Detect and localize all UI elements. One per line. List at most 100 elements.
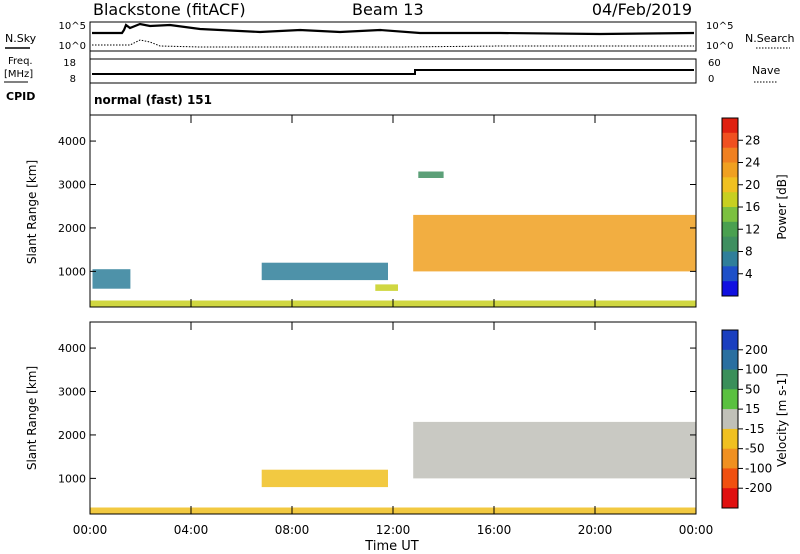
colorbar-cell-7	[722, 468, 738, 489]
x-tick-label-5: 20:00	[578, 523, 613, 537]
colorbar-tick-label-1: 24	[745, 156, 760, 170]
power-colorbar-ticks: 28 24 20 16 12 8 4	[738, 133, 760, 281]
power-panel: 1000 2000 3000 4000 Slant Range [km]	[25, 114, 697, 308]
colorbar-tick-label-4: 12	[745, 222, 760, 236]
colorbar-cell-4	[722, 177, 738, 193]
noise-panel: N.Sky 10^5 10^0 10^5 10^0 N.Search	[5, 21, 795, 115]
nave-tick-high: 60	[708, 58, 721, 69]
colorbar-tick-label-3: 16	[745, 200, 760, 214]
velocity-y-axis: 1000 2000 3000 4000	[58, 342, 696, 485]
colorbar-cell-5	[722, 428, 738, 450]
beam-title: Beam 13	[352, 0, 424, 19]
x-tick-label-0: 00:00	[73, 523, 108, 537]
velocity-colorbar-ticks: 200 100 50 15 -15 -50 -100 -200	[738, 343, 772, 495]
colorbar-cell-6	[722, 448, 738, 469]
colorbar-cell-2	[722, 369, 738, 390]
colorbar-cell-1	[722, 132, 738, 149]
freq-nave-panel: Freq. [MHz] 18 8 60 0 Nave	[4, 56, 780, 85]
x-tick-label-3: 12:00	[376, 523, 411, 537]
nsearch-line	[92, 39, 694, 48]
y-tick-label-0: 1000	[58, 472, 86, 485]
noise-tick-right-low: 10^0	[706, 41, 733, 52]
x-tick-label-6: 00:00	[679, 523, 714, 537]
y-tick-label-0: 1000	[58, 265, 86, 278]
colorbar-tick-label-2: 20	[745, 178, 760, 192]
colorbar-cell-3	[722, 389, 738, 410]
data-region-1	[92, 269, 131, 289]
velocity-colorbar: 200 100 50 15 -15 -50 -100 -200 Velocity [m s-1…	[721, 329, 789, 509]
colorbar-cell-0	[722, 118, 738, 134]
velocity-colorbar-cells	[722, 330, 738, 509]
velocity-ylabel: Slant Range [km]	[25, 366, 39, 470]
nsky-line	[92, 22, 695, 36]
y-tick-label-1: 2000	[58, 222, 86, 235]
noise-tick-left-high: 10^5	[59, 21, 86, 32]
colorbar-cell-4	[722, 409, 738, 430]
colorbar-cell-5	[722, 192, 738, 208]
power-y-axis: 1000 2000 3000 4000	[58, 135, 696, 278]
colorbar-cell-8	[722, 488, 738, 509]
freq-line	[92, 69, 694, 75]
data-region-3	[375, 284, 398, 291]
cpid-value: normal (fast) 151	[94, 93, 212, 107]
power-data-layer	[90, 171, 696, 307]
colorbar-cell-10	[722, 266, 738, 282]
noise-tick-left-low: 10^0	[59, 41, 86, 52]
colorbar-cell-7	[722, 221, 738, 238]
colorbar-tick-label-6: 4	[745, 267, 753, 281]
colorbar-cell-6	[722, 207, 738, 223]
velocity-colorbar-label: Velocity [m s-1]	[775, 373, 789, 467]
colorbar-cell-0	[722, 330, 738, 351]
data-region-5	[418, 171, 444, 178]
colorbar-tick-label-5: 8	[745, 245, 753, 259]
velocity-panel: 1000 2000 3000 4000 00:00 04:00 08:00 12:00 16:…	[25, 321, 714, 554]
colorbar-cell-2	[722, 147, 738, 163]
power-colorbar-cells	[722, 118, 738, 297]
freq-tick-low: 8	[70, 74, 76, 85]
power-x-axis	[89, 115, 697, 307]
x-tick-label-1: 04:00	[174, 523, 209, 537]
power-colorbar-label: Power [dB]	[775, 174, 789, 239]
colorbar-tick-label-5: -50	[745, 442, 765, 456]
nave-label: Nave	[752, 64, 780, 77]
colorbar-tick-label-3: 15	[745, 402, 760, 416]
colorbar-tick-label-6: -100	[745, 461, 772, 475]
nsearch-label: N.Search	[745, 32, 795, 45]
y-tick-label-3: 4000	[58, 342, 86, 355]
power-ylabel: Slant Range [km]	[25, 160, 39, 264]
colorbar-tick-label-2: 50	[745, 382, 760, 396]
y-tick-label-2: 3000	[58, 179, 86, 192]
colorbar-cell-11	[722, 281, 738, 297]
freq-label-1: Freq.	[8, 56, 33, 67]
colorbar-tick-label-4: -15	[745, 422, 765, 436]
nsky-label: N.Sky	[5, 32, 37, 45]
nave-tick-low: 0	[708, 74, 714, 85]
y-tick-label-1: 2000	[58, 429, 86, 442]
colorbar-tick-label-0: 28	[745, 133, 760, 147]
colorbar-tick-label-7: -200	[745, 481, 772, 495]
cpid-label: CPID	[6, 90, 35, 103]
colorbar-cell-9	[722, 251, 738, 267]
station-title: Blackstone (fitACF)	[93, 0, 246, 19]
colorbar-cell-8	[722, 236, 738, 252]
y-tick-label-3: 4000	[58, 135, 86, 148]
noise-tick-right-high: 10^5	[706, 21, 733, 32]
colorbar-cell-1	[722, 349, 738, 371]
colorbar-cell-3	[722, 162, 738, 178]
power-colorbar: 28 24 20 16 12 8 4 Power [dB]	[721, 117, 789, 297]
velocity-x-axis: 00:00 04:00 08:00 12:00 16:00 20:00 00:00	[73, 322, 714, 537]
x-axis-label: Time UT	[364, 539, 418, 554]
data-region-1	[261, 469, 388, 488]
data-region-2	[261, 262, 388, 281]
data-region-2	[413, 421, 696, 479]
data-region-4	[413, 214, 696, 272]
freq-tick-high: 18	[63, 58, 76, 69]
y-tick-label-2: 3000	[58, 386, 86, 399]
date-title: 04/Feb/2019	[592, 0, 692, 19]
velocity-data-layer	[90, 421, 696, 514]
colorbar-tick-label-1: 100	[745, 363, 768, 377]
x-tick-label-4: 16:00	[477, 523, 512, 537]
x-tick-label-2: 08:00	[275, 523, 310, 537]
